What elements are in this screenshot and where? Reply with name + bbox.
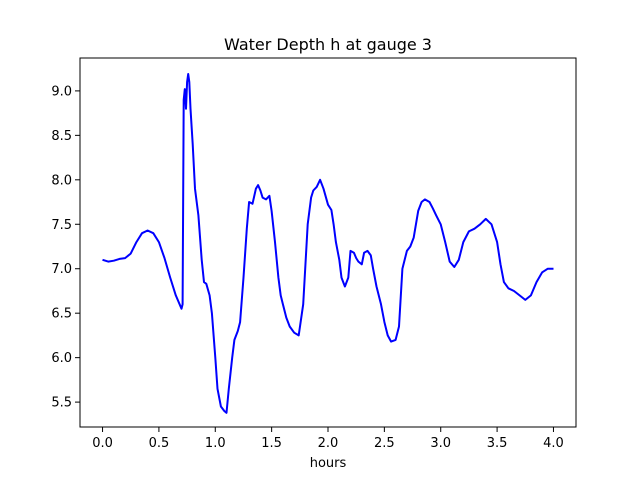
y-tick-label: 8.0 (51, 173, 72, 188)
y-tick-label: 7.0 (51, 262, 72, 277)
x-tick-label: 4.0 (543, 436, 564, 451)
y-tick-label: 6.0 (51, 351, 72, 366)
chart-title: Water Depth h at gauge 3 (224, 35, 432, 54)
y-tick-label: 9.0 (51, 84, 72, 99)
x-axis-label: hours (310, 456, 347, 471)
x-tick-label: 1.0 (205, 436, 226, 451)
series-line-water-depth (102, 73, 554, 414)
y-tick-label: 8.5 (51, 129, 72, 144)
y-tick-label: 7.5 (51, 218, 72, 233)
x-tick-label: 2.0 (318, 436, 339, 451)
x-tick-label: 2.5 (374, 436, 395, 451)
x-tick-label: 3.0 (430, 436, 451, 451)
y-tick-label: 5.5 (51, 396, 72, 411)
x-tick-label: 1.5 (261, 436, 282, 451)
y-axis-ticks: 5.5 6.0 6.5 7.0 7.5 8.0 8.5 9.0 (51, 84, 80, 411)
x-tick-label: 0.0 (92, 436, 113, 451)
x-axis-ticks: 0.0 0.5 1.0 1.5 2.0 2.5 3.0 3.5 4.0 (92, 427, 564, 451)
x-tick-label: 3.5 (487, 436, 508, 451)
y-tick-label: 6.5 (51, 307, 72, 322)
x-tick-label: 0.5 (149, 436, 170, 451)
